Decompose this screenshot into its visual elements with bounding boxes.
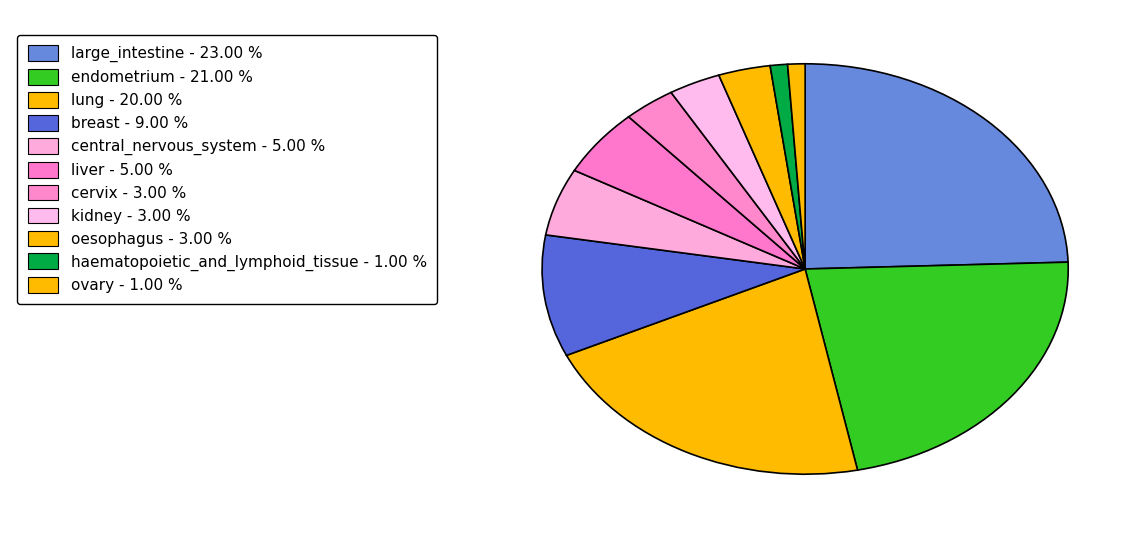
Wedge shape [575, 117, 805, 269]
Wedge shape [545, 171, 805, 269]
Wedge shape [542, 235, 805, 356]
Wedge shape [671, 75, 805, 269]
Legend: large_intestine - 23.00 %, endometrium - 21.00 %, lung - 20.00 %, breast - 9.00 : large_intestine - 23.00 %, endometrium -… [17, 34, 438, 304]
Wedge shape [770, 64, 805, 269]
Wedge shape [567, 269, 857, 474]
Wedge shape [788, 64, 805, 269]
Wedge shape [719, 66, 805, 269]
Wedge shape [628, 93, 805, 269]
Wedge shape [805, 262, 1068, 470]
Wedge shape [805, 64, 1068, 269]
